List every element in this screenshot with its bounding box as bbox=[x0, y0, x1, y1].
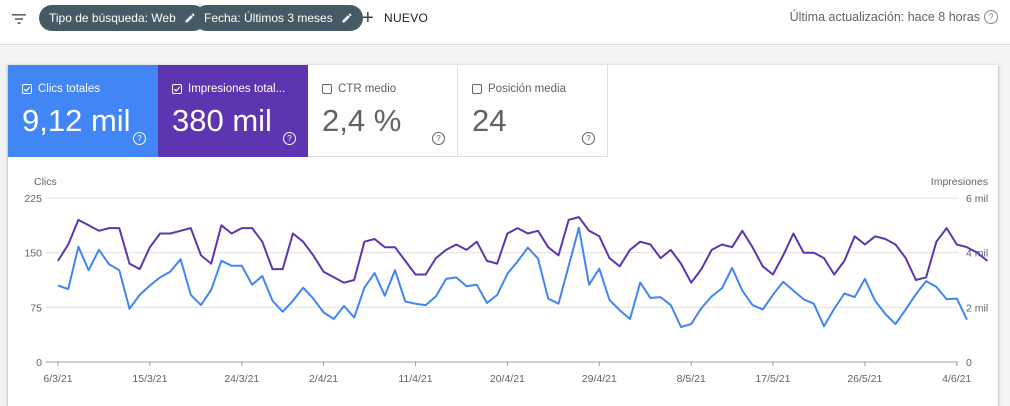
metric-value: 2,4 % bbox=[322, 103, 402, 138]
edit-icon[interactable] bbox=[341, 12, 353, 24]
x-tick-label: 4/6/21 bbox=[942, 373, 971, 385]
x-tick-label: 8/5/21 bbox=[677, 373, 706, 385]
left-tick-label: 0 bbox=[36, 357, 42, 369]
checkbox-unchecked-icon[interactable] bbox=[322, 84, 332, 94]
help-icon[interactable]: ? bbox=[432, 132, 445, 145]
filter-list-icon[interactable] bbox=[10, 10, 28, 28]
new-filter-button[interactable]: + NUEVO bbox=[362, 6, 428, 30]
x-tick-label: 6/3/21 bbox=[43, 373, 72, 385]
metric-label: Impresiones total... bbox=[188, 83, 286, 95]
x-tick-label: 15/3/21 bbox=[132, 373, 167, 385]
metric-header: Clics totales bbox=[22, 83, 100, 95]
metric-header: Posición media bbox=[472, 83, 566, 95]
last-updated: Última actualización: hace 8 horas ? bbox=[790, 10, 998, 24]
series-line-clics bbox=[57, 226, 968, 328]
right-tick-label: 0 bbox=[966, 357, 972, 369]
x-tick-label: 29/4/21 bbox=[582, 373, 617, 385]
left-tick-label: 150 bbox=[24, 248, 42, 260]
chip-search-type-label: Tipo de búsqueda: Web bbox=[49, 11, 176, 25]
metric-label: Clics totales bbox=[38, 83, 100, 95]
left-tick-label: 225 bbox=[24, 193, 42, 205]
metric-label: Posición media bbox=[488, 83, 566, 95]
metric-header: Impresiones total... bbox=[172, 83, 285, 95]
chip-date-label: Fecha: Últimos 3 meses bbox=[204, 11, 333, 25]
right-axis-title: Impresiones bbox=[931, 176, 988, 188]
series-line-impresiones bbox=[57, 216, 989, 284]
left-axis-title: Clics bbox=[34, 176, 57, 188]
metric-total-impressions[interactable]: Impresiones total... 380 mil ? bbox=[158, 65, 308, 157]
metric-value: 9,12 mil bbox=[22, 103, 131, 138]
chip-search-type[interactable]: Tipo de búsqueda: Web bbox=[39, 5, 206, 31]
left-tick-label: 75 bbox=[30, 302, 42, 314]
metric-value: 24 bbox=[472, 103, 507, 138]
last-updated-text: Última actualización: hace 8 horas bbox=[789, 10, 980, 24]
plus-icon: + bbox=[362, 7, 374, 29]
right-tick-label: 2 mil bbox=[966, 302, 988, 314]
metric-average-ctr[interactable]: CTR medio 2,4 % ? bbox=[308, 65, 458, 157]
x-tick-label: 20/4/21 bbox=[490, 373, 525, 385]
metric-header: CTR medio bbox=[322, 83, 396, 95]
checkbox-checked-icon[interactable] bbox=[22, 84, 32, 94]
right-tick-label: 6 mil bbox=[966, 193, 988, 205]
checkbox-unchecked-icon[interactable] bbox=[472, 84, 482, 94]
performance-card: Clics totales 9,12 mil ? Impresiones tot… bbox=[8, 65, 998, 406]
help-icon[interactable]: ? bbox=[283, 132, 296, 145]
metric-total-clicks[interactable]: Clics totales 9,12 mil ? bbox=[8, 65, 158, 157]
help-icon[interactable]: ? bbox=[133, 132, 146, 145]
x-tick-label: 11/4/21 bbox=[398, 373, 432, 385]
metric-label: CTR medio bbox=[338, 83, 397, 95]
chip-date[interactable]: Fecha: Últimos 3 meses bbox=[194, 5, 363, 31]
x-tick-label: 17/5/21 bbox=[755, 373, 790, 385]
help-icon[interactable]: ? bbox=[582, 132, 595, 145]
x-tick-label: 2/4/21 bbox=[309, 373, 338, 385]
metric-value: 380 mil bbox=[172, 103, 272, 138]
x-tick-label: 24/3/21 bbox=[224, 373, 259, 385]
checkbox-checked-icon[interactable] bbox=[172, 84, 182, 94]
top-toolbar: Tipo de búsqueda: Web Fecha: Últimos 3 m… bbox=[0, 0, 1010, 45]
new-filter-label: NUEVO bbox=[383, 11, 429, 25]
x-tick-label: 26/5/21 bbox=[847, 373, 882, 385]
edit-icon[interactable] bbox=[184, 12, 196, 24]
help-icon[interactable]: ? bbox=[984, 10, 998, 24]
metric-average-position[interactable]: Posición media 24 ? bbox=[458, 65, 608, 157]
